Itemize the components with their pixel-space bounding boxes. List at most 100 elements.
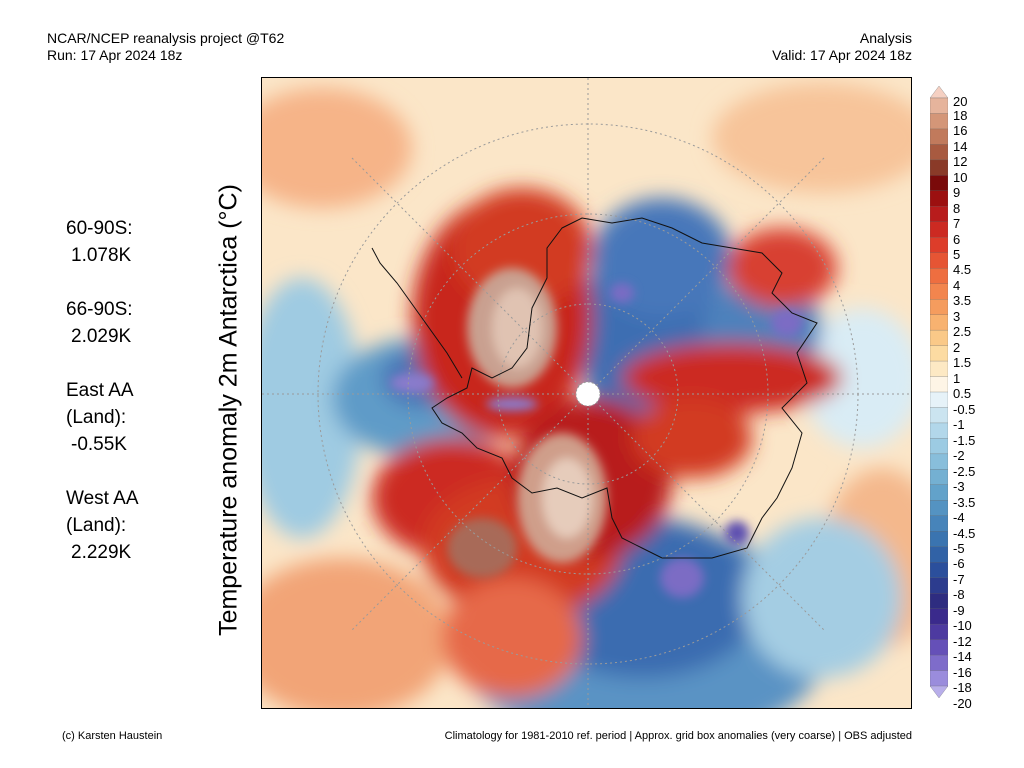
stat-label: 60-90S: [66,218,133,239]
colorbar-tick-label: -2.5 [953,464,976,479]
colorbar-swatch [930,391,948,409]
colorbar-swatch [930,453,948,471]
colorbar-tick-label: 10 [953,170,968,185]
colorbar-swatch [930,608,948,625]
colorbar-swatch [930,86,948,99]
colorbar-tick-label: -20 [953,696,972,711]
stat-label: West AA (Land): [66,488,138,536]
colorbar-swatch [930,685,948,698]
colorbar-tick-label: 0.5 [953,386,972,401]
colorbar-tick-label: -4 [953,510,965,525]
colorbar-tick-label: -3 [953,479,965,494]
colorbar-swatch [930,593,948,610]
colorbar-tick-label: 4 [953,278,961,293]
colorbar-tick-label: 20 [953,94,968,109]
credit-text: (c) Karsten Haustein [62,730,163,742]
colorbar-swatch [930,469,948,486]
colorbar-swatch [930,159,948,177]
anomaly-cores [390,268,803,598]
stat-label: East AA (Land): [66,380,133,428]
colorbar-swatch [930,376,948,393]
run-time: Run: 17 Apr 2024 18z [47,47,183,63]
colorbar-swatch [930,175,948,192]
colorbar-tick-label: -4.5 [953,526,976,541]
colorbar-tick-label: 8 [953,201,961,216]
project-title: NCAR/NCEP reanalysis project @T62 [47,30,285,46]
stat-value: 1.078K [71,245,132,266]
colorbar-swatch [930,623,948,641]
colorbar-swatch [930,360,948,378]
colorbar-swatch [930,546,948,563]
colorbar-tick-label: -9 [953,603,965,618]
stat-value: 2.229K [71,542,132,563]
colorbar-tick-label: 9 [953,185,961,200]
colorbar-swatch [930,314,948,331]
colorbar-labels: 20 18 16 14 12 10 9 8 7 6 5 4.5 4 3.5 3 2.5 2 1.5 1 0.5 -0.5… [953,86,1013,710]
colorbar-tick-label: 18 [953,108,968,123]
colorbar-swatch [930,654,948,672]
colorbar-tick-label: -14 [953,649,972,664]
coastline [431,217,818,559]
colorbar-tick-label: 14 [953,139,968,154]
colorbar-tick-label: 5 [953,247,961,262]
stat-label: 66-90S: [66,299,133,320]
colorbar-swatch [930,97,948,115]
colorbar-tick-label: -3.5 [953,495,976,510]
colorbar-swatch [930,268,948,285]
colorbar [930,86,948,698]
colorbar-tick-label: -10 [953,618,972,633]
colorbar-tick-label: 6 [953,232,961,247]
colorbar-swatch [930,562,948,579]
footer-note: Climatology for 1981-2010 ref. period | … [444,730,912,742]
colorbar-swatch [930,113,948,130]
colorbar-tick-label: 3 [953,309,961,324]
colorbar-tick-label: -1.5 [953,433,976,448]
colorbar-swatch [930,438,948,455]
stat-66-90s: 66-90S: 2.029K [66,296,176,350]
stat-east-aa: East AA (Land): -0.55K [66,377,176,458]
stat-60-90s: 60-90S: 1.078K [66,215,176,269]
colorbar-swatch [930,407,948,424]
colorbar-swatch [930,283,948,300]
colorbar-tick-label: 1.5 [953,355,972,370]
peninsula-coastline [371,247,463,379]
colorbar-tick-label: -2 [953,448,965,463]
colorbar-tick-label: -0.5 [953,402,976,417]
colorbar-tick-label: -8 [953,587,965,602]
colorbar-swatch [930,670,948,687]
colorbar-swatch [930,577,948,594]
stats-panel: 60-90S: 1.078K 66-90S: 2.029K East AA (L… [66,215,176,593]
stat-value: -0.55K [71,434,127,455]
colorbar-tick-label: -6 [953,556,965,571]
anomaly-map [261,77,912,709]
colorbar-swatch [930,531,948,548]
header-left: NCAR/NCEP reanalysis project @T62 Run: 1… [47,30,284,64]
colorbar-tick-label: -7 [953,572,965,587]
south-pole-mask [575,381,601,407]
colorbar-swatch [930,221,948,238]
colorbar-swatch [930,190,948,207]
colorbar-tick-label: -1 [953,417,965,432]
colorbar-swatch [930,345,948,362]
stat-west-aa: West AA (Land): 2.229K [66,485,176,566]
colorbar-swatch [930,237,948,254]
colorbar-swatch [930,206,948,223]
colorbar-swatch [930,515,948,532]
colorbar-tick-label: 12 [953,154,968,169]
colorbar-tick-label: -16 [953,665,972,680]
colorbar-tick-label: -5 [953,541,965,556]
colorbar-tick-label: 2 [953,340,961,355]
colorbar-swatch [930,252,948,269]
colorbar-swatch [930,144,948,161]
colorbar-swatch [930,128,948,146]
colorbar-tick-label: -18 [953,680,972,695]
colorbar-swatch [930,299,948,316]
header-right: Analysis Valid: 17 Apr 2024 18z [772,30,912,64]
colorbar-tick-label: -12 [953,634,972,649]
colorbar-tick-label: 7 [953,216,961,231]
colorbar-tick-label: 2.5 [953,324,972,339]
colorbar-swatch [930,639,948,656]
lat-lon-grid [262,78,911,708]
colorbar-tick-label: 3.5 [953,293,972,308]
colorbar-swatch [930,422,948,440]
